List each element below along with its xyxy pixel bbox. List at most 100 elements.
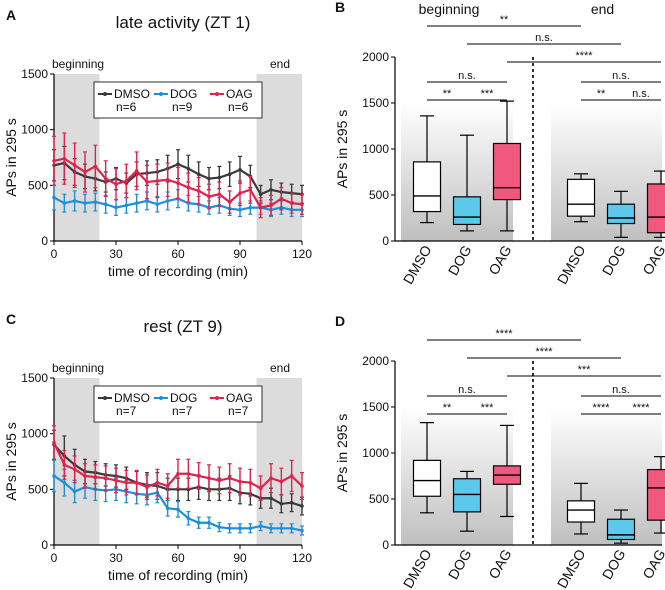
significance-bracket: ****	[507, 50, 661, 63]
significance-label: n.s.	[535, 32, 553, 44]
data-point	[72, 489, 77, 494]
data-point	[186, 166, 191, 171]
x-tick-label: 90	[233, 247, 247, 261]
data-point	[145, 199, 149, 203]
x-tick-label: OAG	[639, 547, 665, 582]
shaded-beginning	[54, 378, 100, 545]
legend-box	[93, 81, 263, 119]
data-point	[52, 440, 56, 445]
y-tick-label: 2000	[362, 354, 389, 368]
section-label-beginning: beginning	[52, 361, 104, 375]
significance-label: n.s.	[612, 384, 630, 396]
significance-label: n.s.	[612, 70, 630, 82]
data-point	[114, 182, 118, 187]
legend-n-oag: n=7	[228, 404, 249, 418]
data-point	[155, 202, 160, 207]
significance-label: n.s.	[632, 88, 650, 100]
group-label-end: end	[591, 1, 614, 17]
legend-n-dmso: n=7	[116, 404, 137, 418]
data-point	[165, 484, 170, 488]
x-tick-label: DOG	[445, 243, 475, 279]
legend-marker	[159, 396, 163, 400]
shaded-end	[256, 378, 302, 545]
legend-marker	[159, 92, 163, 96]
data-point	[93, 164, 98, 169]
legend-box	[93, 385, 263, 423]
data-point	[176, 471, 180, 476]
panel-label: C	[6, 311, 16, 327]
data-point	[93, 475, 98, 479]
panel-d: D 0 500 1000 1500 2000 APs in 295 s DMSO DOG OAG D…	[334, 313, 665, 590]
x-tick-label: 120	[292, 551, 312, 565]
y-tick-label: 500	[369, 188, 389, 202]
box-iqr	[412, 161, 442, 213]
legend-n-dmso: n=6	[116, 100, 137, 114]
x-axis-label: time of recording (min)	[108, 567, 248, 583]
x-tick-label: 60	[171, 551, 185, 565]
data-point	[227, 526, 232, 531]
data-point	[52, 195, 56, 200]
y-tick-label: 0	[41, 234, 48, 248]
data-point	[238, 191, 242, 195]
group-background-end	[551, 103, 662, 241]
data-point	[238, 479, 242, 484]
data-point	[155, 480, 160, 485]
data-point	[269, 526, 273, 531]
significance-bracket: n.s.	[467, 32, 621, 45]
x-tick-label: DMSO	[400, 546, 435, 590]
data-point	[155, 179, 160, 183]
data-point	[114, 478, 118, 483]
significance-bracket: ****	[467, 346, 621, 359]
section-label-beginning: beginning	[52, 57, 104, 71]
data-point	[134, 201, 139, 205]
significance-label: ***	[481, 402, 495, 414]
data-point	[248, 480, 253, 485]
box-iqr	[412, 459, 442, 497]
panel-label: D	[335, 313, 345, 329]
data-point	[258, 205, 263, 210]
data-point	[176, 507, 180, 512]
box-iqr	[646, 183, 665, 234]
data-point	[186, 185, 191, 190]
data-point	[62, 463, 67, 467]
significance-bracket: ****	[581, 402, 621, 415]
panel-label: A	[6, 7, 16, 23]
data-point	[165, 199, 170, 203]
y-tick-label: 1500	[362, 96, 389, 110]
y-tick-label: 500	[28, 178, 48, 192]
data-point	[248, 187, 253, 192]
y-axis-label: APs in 295 s	[3, 422, 19, 501]
y-axis-label: APs in 295 s	[334, 414, 350, 493]
significance-label: **	[443, 88, 452, 100]
legend-n-dog: n=9	[172, 100, 193, 114]
data-point	[238, 208, 242, 212]
data-point	[227, 476, 232, 481]
significance-bracket: **	[427, 402, 467, 415]
significance-bracket: ****	[427, 328, 581, 341]
legend-n-dog: n=7	[172, 404, 193, 418]
data-point	[207, 194, 211, 199]
x-tick-label: DMSO	[554, 546, 589, 590]
x-tick-label: 120	[292, 247, 312, 261]
legend-label-oag: OAG	[226, 87, 253, 101]
data-point	[258, 486, 263, 491]
y-tick-label: 0	[382, 234, 389, 248]
y-tick-label: 1500	[21, 67, 48, 81]
data-point	[134, 480, 139, 485]
significance-label: ***	[481, 88, 495, 100]
data-point	[103, 176, 108, 181]
y-tick-label: 500	[28, 482, 48, 496]
significance-label: ****	[535, 346, 553, 358]
significance-label: **	[597, 88, 606, 100]
box-iqr	[452, 196, 482, 226]
data-point	[83, 474, 87, 478]
data-point	[124, 203, 129, 208]
y-axis-label: APs in 295 s	[3, 118, 19, 197]
series-oag	[52, 425, 304, 502]
data-point	[269, 496, 273, 501]
data-point	[72, 199, 77, 203]
significance-bracket: ****	[621, 402, 661, 415]
data-point	[289, 201, 294, 205]
legend-label-dog: DOG	[170, 391, 197, 405]
y-tick-label: 1000	[21, 123, 48, 137]
